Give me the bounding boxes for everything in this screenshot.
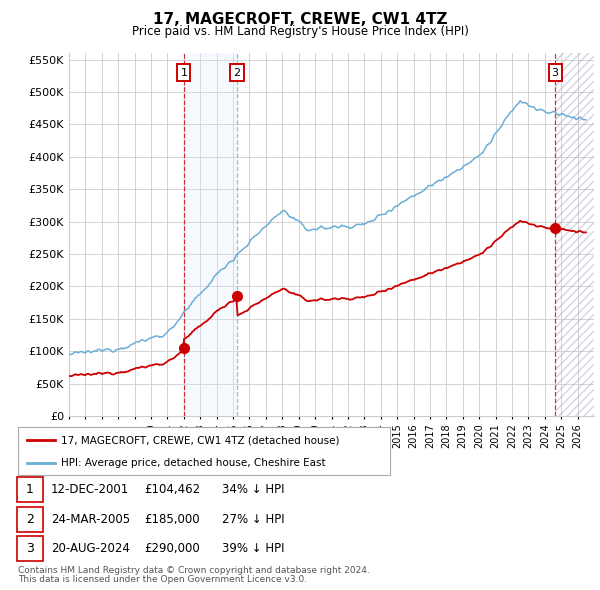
Text: 2: 2: [26, 513, 34, 526]
Bar: [184, 53, 237, 416]
Text: This data is licensed under the Open Government Licence v3.0.: This data is licensed under the Open Gov…: [18, 575, 307, 584]
Text: £185,000: £185,000: [144, 513, 200, 526]
Text: 3: 3: [551, 67, 559, 77]
Text: 39% ↓ HPI: 39% ↓ HPI: [222, 542, 284, 555]
Text: 3: 3: [26, 542, 34, 555]
Text: £290,000: £290,000: [144, 542, 200, 555]
Bar: [555, 53, 594, 416]
Text: 1: 1: [26, 483, 34, 496]
Text: Price paid vs. HM Land Registry's House Price Index (HPI): Price paid vs. HM Land Registry's House …: [131, 25, 469, 38]
Text: HPI: Average price, detached house, Cheshire East: HPI: Average price, detached house, Ches…: [61, 458, 325, 468]
Text: 17, MAGECROFT, CREWE, CW1 4TZ: 17, MAGECROFT, CREWE, CW1 4TZ: [153, 12, 447, 27]
Text: Contains HM Land Registry data © Crown copyright and database right 2024.: Contains HM Land Registry data © Crown c…: [18, 566, 370, 575]
Text: 1: 1: [181, 67, 187, 77]
Text: £104,462: £104,462: [144, 483, 200, 496]
Text: 20-AUG-2024: 20-AUG-2024: [51, 542, 130, 555]
Bar: [555, 53, 594, 416]
Text: 2: 2: [233, 67, 241, 77]
Text: 12-DEC-2001: 12-DEC-2001: [51, 483, 129, 496]
Text: 27% ↓ HPI: 27% ↓ HPI: [222, 513, 284, 526]
Text: 34% ↓ HPI: 34% ↓ HPI: [222, 483, 284, 496]
Text: 24-MAR-2005: 24-MAR-2005: [51, 513, 130, 526]
Text: 17, MAGECROFT, CREWE, CW1 4TZ (detached house): 17, MAGECROFT, CREWE, CW1 4TZ (detached …: [61, 435, 339, 445]
